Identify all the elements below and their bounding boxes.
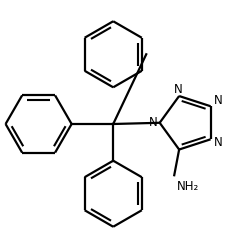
- Text: NH₂: NH₂: [177, 180, 199, 193]
- Text: N: N: [214, 94, 222, 107]
- Text: N: N: [173, 83, 182, 96]
- Text: N: N: [149, 116, 157, 129]
- Text: N: N: [214, 136, 223, 149]
